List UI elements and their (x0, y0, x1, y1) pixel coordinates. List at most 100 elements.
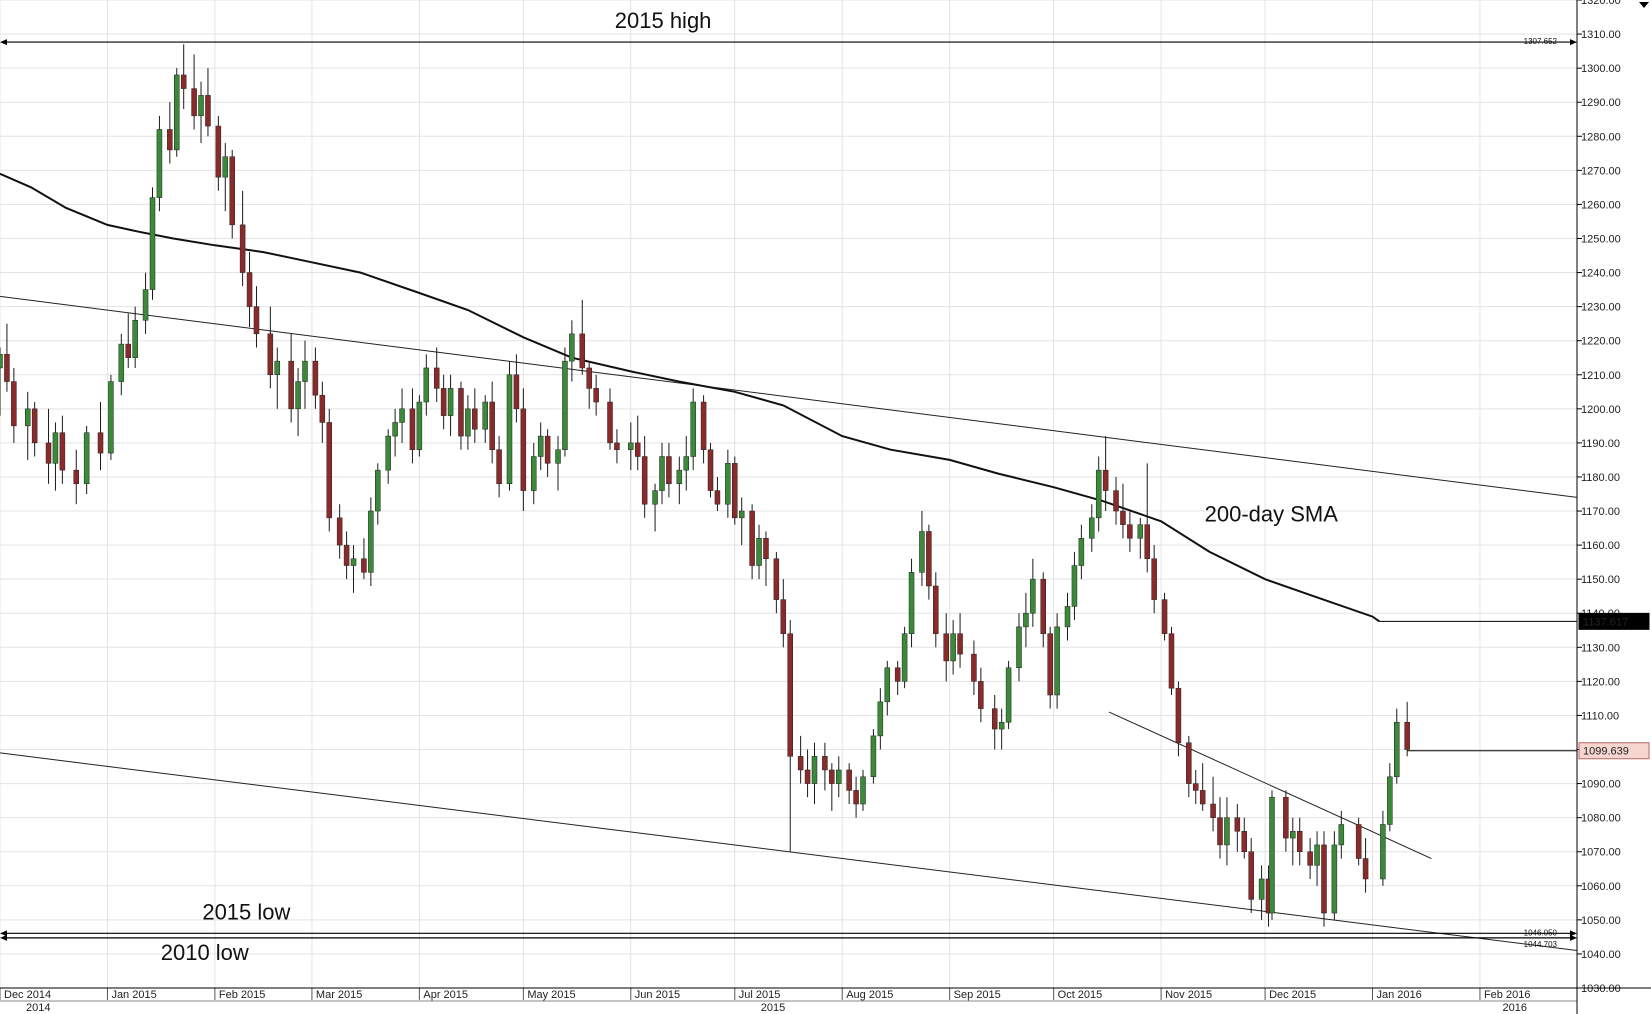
candle-body-down (513, 374, 520, 410)
candle-body-down (97, 432, 104, 454)
candle-body-up (1224, 817, 1230, 846)
candle-body-down (797, 756, 804, 771)
candle-body-down (246, 272, 253, 307)
candle-body-down (288, 360, 294, 410)
y-tick-label: 1060.00 (1581, 881, 1621, 893)
candle-body-up (690, 401, 696, 457)
candle-body-up (1380, 824, 1386, 880)
candle-body-up (555, 449, 561, 464)
candle-body-down (1175, 687, 1182, 743)
candle-body-up (998, 722, 1005, 730)
candle-body-up (836, 769, 842, 784)
candle-body-down (804, 769, 811, 784)
candle-body-up (149, 197, 156, 290)
candle-body-up (1064, 606, 1071, 628)
candle-body-up (725, 463, 731, 505)
candle-body-up (132, 319, 138, 358)
candle-body-up (870, 735, 877, 778)
y-tick-label: 1090.00 (1581, 779, 1621, 791)
candle-body-up (1095, 469, 1102, 519)
candle-body-down (933, 585, 939, 634)
candle-body-down (433, 367, 440, 389)
candle-body-down (4, 354, 10, 382)
candle-body-down (472, 408, 478, 430)
reference-arrow-right (1570, 39, 1577, 46)
candle-body-down (732, 463, 738, 519)
candle-body-up (901, 633, 908, 682)
candle-body-up (482, 401, 488, 430)
candle-body-up (52, 432, 59, 464)
candle-body-up (222, 156, 229, 178)
y-tick-label: 1280.00 (1581, 131, 1621, 143)
y-tick-label: 1220.00 (1581, 336, 1621, 348)
y-tick-label: 1050.00 (1581, 915, 1621, 927)
candle-body-up (108, 381, 114, 454)
candle-body-up (1387, 776, 1393, 825)
candle-body-up (1078, 538, 1085, 566)
candle-body-up (676, 469, 683, 485)
candle-body-up (908, 572, 915, 634)
candle-body-up (118, 343, 125, 382)
candle-body-up (1030, 578, 1036, 614)
candle-body-down (409, 408, 416, 450)
candle-body-up (385, 435, 391, 471)
candle-body-down (607, 401, 613, 444)
candle-body-down (1217, 817, 1223, 846)
candle-body-up (274, 360, 281, 376)
candle-body-up (1071, 565, 1078, 607)
candle-body-down (11, 381, 17, 427)
candle-body-down (894, 667, 901, 682)
x-tick-label: Sep 2015 (954, 989, 1001, 1001)
candle-body-down (579, 333, 586, 369)
candle-body-up (950, 633, 956, 662)
candle-body-up (447, 388, 454, 416)
price-tag-box (1578, 742, 1650, 760)
candle-body-up (652, 490, 658, 505)
y-tick-label: 1070.00 (1581, 847, 1621, 859)
candle-body-down (489, 401, 495, 450)
x-tick-label: Apr 2015 (423, 989, 468, 1001)
sma-label: 200-day SMA (1205, 501, 1339, 526)
candle-body-down (1210, 803, 1216, 818)
candle-body-down (215, 125, 222, 178)
candle-body-down (59, 432, 66, 471)
y-tick-label: 1130.00 (1581, 642, 1620, 654)
candle-body-up (423, 367, 430, 403)
candle-body-up (860, 776, 866, 805)
candle-body-up (375, 469, 381, 512)
candle-body-down (1248, 851, 1254, 900)
candle-body-down (312, 360, 319, 396)
reference-label: 2010 low (161, 940, 249, 965)
candle-body-up (1269, 796, 1275, 914)
candle-body-down (749, 510, 755, 566)
x-tick-label: Jul 2015 (739, 989, 781, 1001)
candle-body-down (1047, 633, 1053, 696)
x-tick-label: Dec 2015 (1269, 989, 1316, 1001)
y-tick-label: 1160.00 (1581, 540, 1620, 552)
candle-body-down (1113, 490, 1119, 512)
candle-body-down (205, 95, 211, 127)
candle-body-down (73, 469, 80, 485)
candle-body-up (1394, 722, 1400, 778)
candle-body-down (1120, 510, 1126, 525)
candle-body-up (877, 701, 884, 737)
y-tick-label: 1270.00 (1581, 165, 1621, 177)
candle-body-down (1102, 469, 1109, 491)
candle-body-up (1137, 524, 1144, 539)
reference-value-tag: 1307.652 (1524, 37, 1558, 46)
reference-value-tag: 1044.703 (1524, 940, 1558, 949)
candle-body-up (174, 74, 180, 151)
candle-body-down (1186, 742, 1192, 784)
y-tick-label: 1040.00 (1581, 949, 1621, 961)
y-tick-label: 1250.00 (1581, 233, 1621, 245)
candle-body-up (392, 422, 398, 437)
candle-body-up (531, 456, 537, 491)
candle-body-up (1331, 844, 1338, 914)
year-label: 2014 (26, 1002, 50, 1014)
y-tick-label: 1230.00 (1581, 302, 1621, 314)
candle-body-down (180, 74, 187, 89)
candle-body-down (1161, 599, 1168, 634)
candle-body-up (569, 333, 575, 362)
candle-body-down (229, 156, 235, 226)
candle-body-down (343, 544, 350, 566)
